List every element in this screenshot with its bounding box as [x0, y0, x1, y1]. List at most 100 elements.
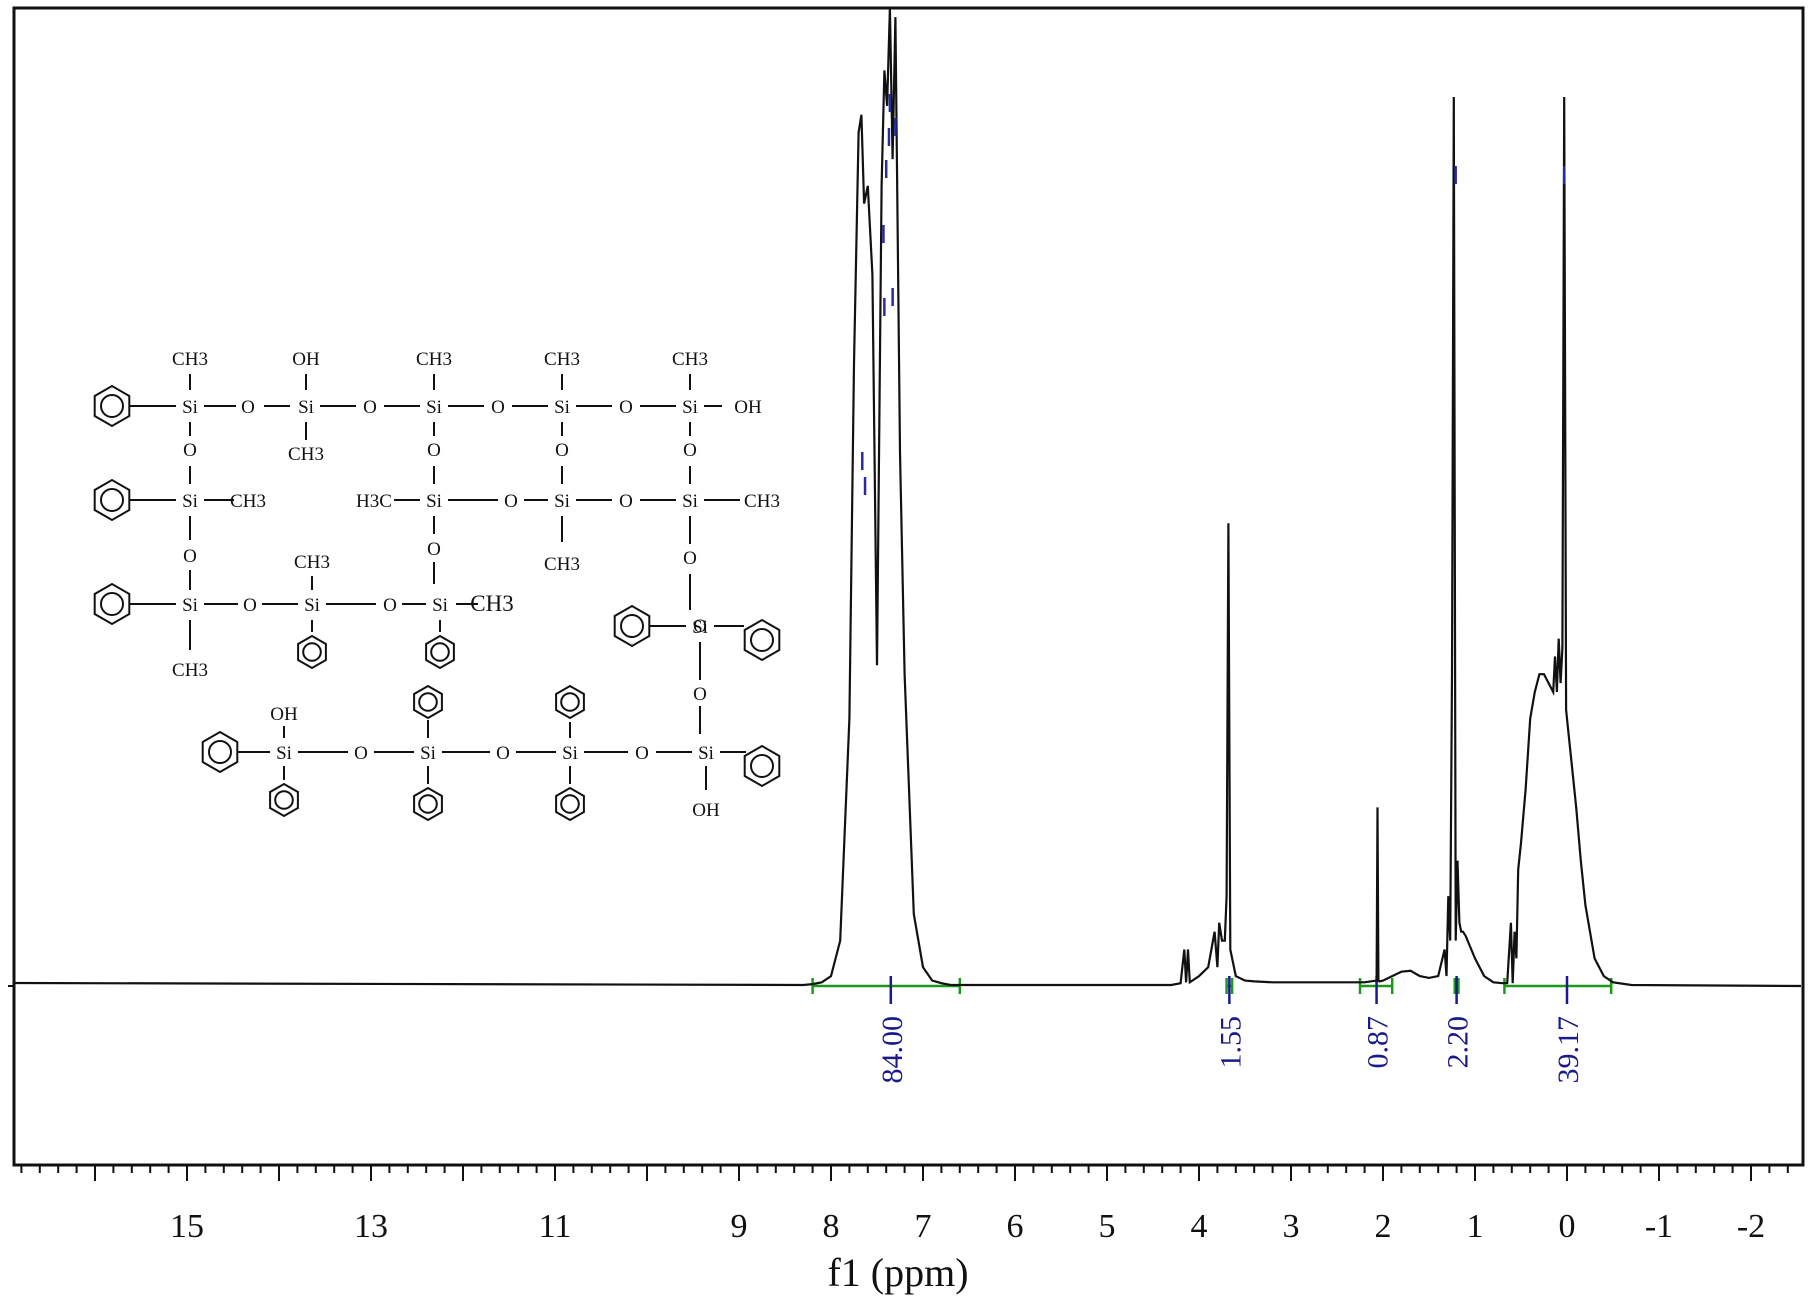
structure-atom-label: CH3: [544, 554, 580, 575]
structure-atom-label: Si: [420, 743, 436, 764]
chemical-structure: [93, 374, 781, 822]
structure-atom-label: CH3: [470, 591, 513, 616]
x-tick-label: 15: [170, 1208, 204, 1245]
phenyl-ring: [425, 634, 455, 670]
phenyl-ring-inner: [560, 794, 580, 814]
integral-label: 2.20: [1442, 1016, 1475, 1069]
structure-atom-label: OH: [734, 397, 762, 418]
structure-atom-label: H3C: [356, 491, 392, 512]
phenyl-ring: [743, 744, 781, 788]
structure-atom-label: Si: [692, 617, 708, 638]
spectrum-trace: [13, 8, 1802, 988]
structure-atom-label: OH: [292, 349, 320, 370]
x-axis-title: f1 (ppm): [827, 1250, 968, 1295]
structure-atom-label: O: [693, 616, 707, 637]
integral-label: 1.55: [1214, 1016, 1247, 1069]
structure-atom-label: O: [183, 546, 197, 567]
phenyl-ring-inner: [418, 692, 438, 712]
structure-atom-label: CH3: [230, 491, 266, 512]
structure-atom-label: O: [619, 397, 633, 418]
structure-atom-label: O: [504, 491, 518, 512]
structure-atom-label: O: [555, 440, 569, 461]
x-tick-label: 7: [915, 1208, 932, 1245]
phenyl-ring-inner: [750, 754, 774, 778]
integral-label: 39.17: [1552, 1016, 1585, 1084]
structure-atom-label: O: [427, 539, 441, 560]
phenyl-ring-inner: [418, 794, 438, 814]
phenyl-ring: [413, 786, 443, 822]
structure-atom-label: Si: [182, 491, 198, 512]
structure-atom-label: Si: [276, 743, 292, 764]
structure-atom-label: Si: [182, 595, 198, 616]
phenyl-ring-inner: [560, 692, 580, 712]
phenyl-ring-inner: [274, 790, 294, 810]
structure-atom-label: CH3: [172, 660, 208, 681]
phenyl-ring: [743, 618, 781, 662]
peak-marker-group: [861, 94, 1566, 495]
structure-atom-label: O: [496, 743, 510, 764]
structure-atom-label: CH3: [288, 444, 324, 465]
structure-atom-label: Si: [554, 397, 570, 418]
x-tick-label: 4: [1191, 1208, 1208, 1245]
structure-atom-label: Si: [432, 595, 448, 616]
structure-atom-label: O: [693, 684, 707, 705]
structure-atom-label: Si: [682, 397, 698, 418]
phenyl-ring: [413, 684, 443, 720]
x-tick-label: 2: [1375, 1208, 1392, 1245]
structure-atom-label: Si: [562, 743, 578, 764]
phenyl-ring-inner: [208, 740, 232, 764]
structure-atom-label: O: [363, 397, 377, 418]
phenyl-ring-inner: [430, 642, 450, 662]
x-tick-label: 5: [1099, 1208, 1116, 1245]
integral-group: 84.00 1.55 0.87 2.20 39.17: [811, 976, 1613, 1084]
structure-atom-label: Si: [698, 743, 714, 764]
phenyl-ring-inner: [100, 394, 124, 418]
x-tick-label: -1: [1645, 1208, 1673, 1245]
structure-atom-label: O: [354, 743, 368, 764]
structure-atom-label: O: [183, 440, 197, 461]
phenyl-ring: [93, 478, 131, 522]
structure-atom-label: Si: [298, 397, 314, 418]
structure-atom-label: CH3: [416, 349, 452, 370]
phenyl-ring-inner: [100, 592, 124, 616]
phenyl-ring-inner: [620, 614, 644, 638]
x-tick-label: -2: [1737, 1208, 1765, 1245]
structure-atom-label: Si: [426, 491, 442, 512]
structure-atom-label: Si: [304, 595, 320, 616]
phenyl-ring: [93, 384, 131, 428]
structure-atom-label: OH: [692, 800, 720, 821]
phenyl-ring: [555, 684, 585, 720]
structure-atom-label: O: [619, 491, 633, 512]
x-tick-label: 9: [731, 1208, 748, 1245]
phenyl-ring: [269, 782, 299, 818]
phenyl-ring-inner: [750, 628, 774, 652]
structure-atom-label: O: [241, 397, 255, 418]
structure-atom-label: O: [683, 440, 697, 461]
structure-atom-label: OH: [270, 704, 298, 725]
structure-atom-label: CH3: [294, 552, 330, 573]
x-tick-label: 11: [539, 1208, 572, 1245]
structure-atom-label: CH3: [544, 349, 580, 370]
phenyl-ring-inner: [302, 642, 322, 662]
structure-atom-label: Si: [682, 491, 698, 512]
x-tick-label: 6: [1007, 1208, 1024, 1245]
x-tick-label: 3: [1283, 1208, 1300, 1245]
structure-atom-label: CH3: [172, 349, 208, 370]
x-tick-group: 15 13 11 9 8 7 6 5 4 3 2 1 0 -1 -2: [20, 1165, 1789, 1245]
phenyl-ring: [297, 634, 327, 670]
structure-atom-label: O: [243, 595, 257, 616]
plot-frame: [12, 6, 1805, 1167]
integral-label: 0.87: [1362, 1016, 1395, 1069]
structure-atom-label: Si: [426, 397, 442, 418]
structure-atom-label: Si: [182, 397, 198, 418]
structure-atom-label: O: [635, 743, 649, 764]
x-tick-label: 8: [823, 1208, 840, 1245]
phenyl-ring-inner: [100, 488, 124, 512]
phenyl-ring: [201, 730, 239, 774]
structure-atom-label: O: [383, 595, 397, 616]
phenyl-ring: [555, 786, 585, 822]
structure-atom-label: Si: [554, 491, 570, 512]
integral-label: 84.00: [876, 1016, 909, 1084]
